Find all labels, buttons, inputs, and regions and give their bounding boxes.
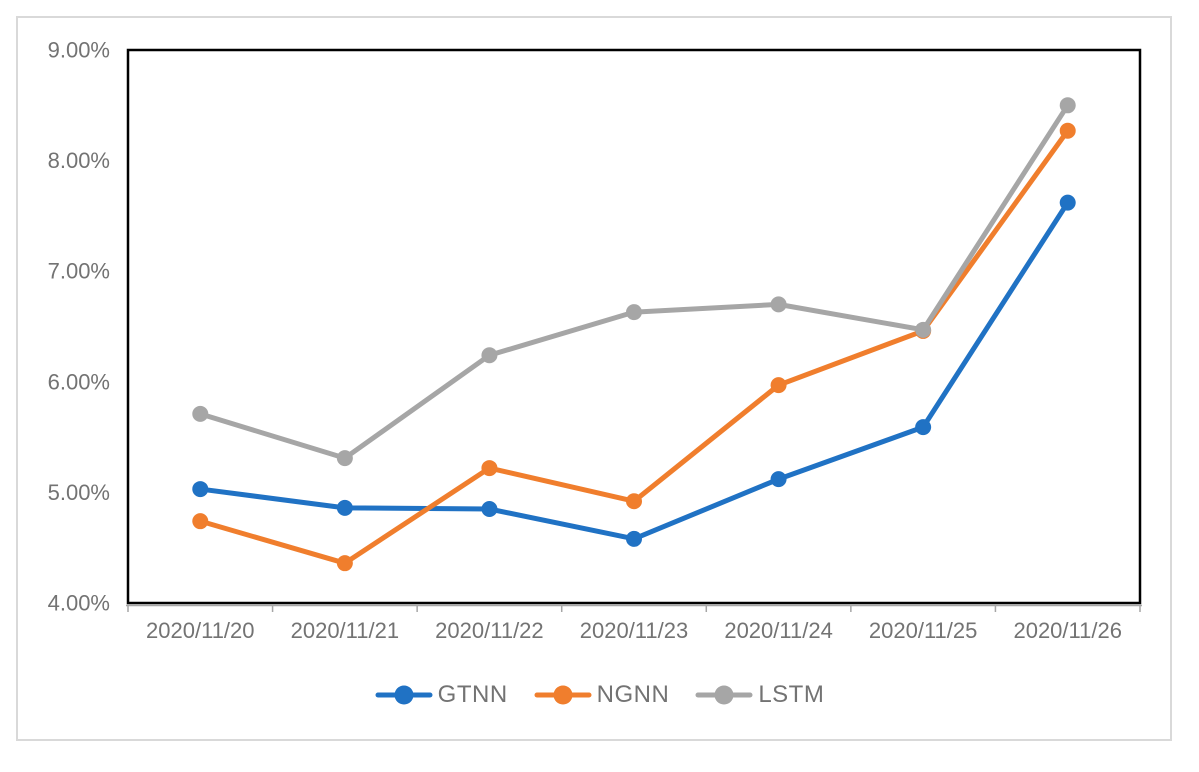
data-point-lstm <box>192 405 209 422</box>
data-point-lstm <box>915 321 932 338</box>
data-point-ngnn <box>192 513 209 530</box>
y-tick-label: 6.00% <box>48 369 110 394</box>
data-point-lstm <box>1059 97 1076 114</box>
data-point-gtnn <box>626 530 642 547</box>
line-marker-icon <box>534 685 592 705</box>
legend-label-lstm: LSTM <box>758 681 825 708</box>
line-marker-icon <box>695 685 753 705</box>
series-line-gtnn <box>197 200 1071 542</box>
x-tick-label: 2020/11/26 <box>1013 618 1121 643</box>
x-tick-label: 2020/11/22 <box>435 618 543 643</box>
data-point-gtnn <box>481 500 498 517</box>
data-point-gtnn <box>192 481 209 498</box>
x-tick-label: 2020/11/21 <box>291 618 399 643</box>
chart-figure-border <box>16 16 1172 741</box>
data-point-lstm <box>626 304 642 321</box>
chart-legend: GTNN NGNN LSTM <box>0 676 1199 714</box>
x-tick-label: 2020/11/23 <box>580 618 688 643</box>
data-point-ngnn <box>626 493 642 510</box>
y-tick-label: 9.00% <box>48 38 110 63</box>
data-point-gtnn <box>336 499 353 516</box>
data-point-gtnn <box>915 419 932 436</box>
data-point-ngnn <box>770 377 787 394</box>
data-point-gtnn <box>770 471 787 488</box>
line-marker-icon <box>375 685 433 705</box>
data-point-ngnn <box>481 460 498 477</box>
y-tick-label: 8.00% <box>48 148 110 173</box>
legend-item-lstm: LSTM <box>695 681 824 709</box>
legend-label-gtnn: GTNN <box>437 681 508 708</box>
data-point-lstm <box>481 347 498 364</box>
data-point-ngnn <box>1059 122 1076 139</box>
x-tick-label: 2020/11/25 <box>869 618 977 643</box>
y-tick-label: 7.00% <box>48 259 110 284</box>
plot-border <box>126 48 1142 605</box>
x-tick-label: 2020/11/20 <box>146 618 254 643</box>
data-point-gtnn <box>1059 194 1076 211</box>
data-point-ngnn <box>336 555 353 572</box>
legend-label-ngnn: NGNN <box>596 681 670 708</box>
y-tick-label: 4.00% <box>48 591 110 616</box>
legend-item-ngnn: NGNN <box>534 681 670 709</box>
x-tick-label: 2020/11/24 <box>724 618 832 643</box>
legend-item-gtnn: GTNN <box>375 681 508 709</box>
data-point-lstm <box>770 296 787 313</box>
y-tick-label: 5.00% <box>48 480 110 505</box>
data-point-lstm <box>336 450 353 467</box>
